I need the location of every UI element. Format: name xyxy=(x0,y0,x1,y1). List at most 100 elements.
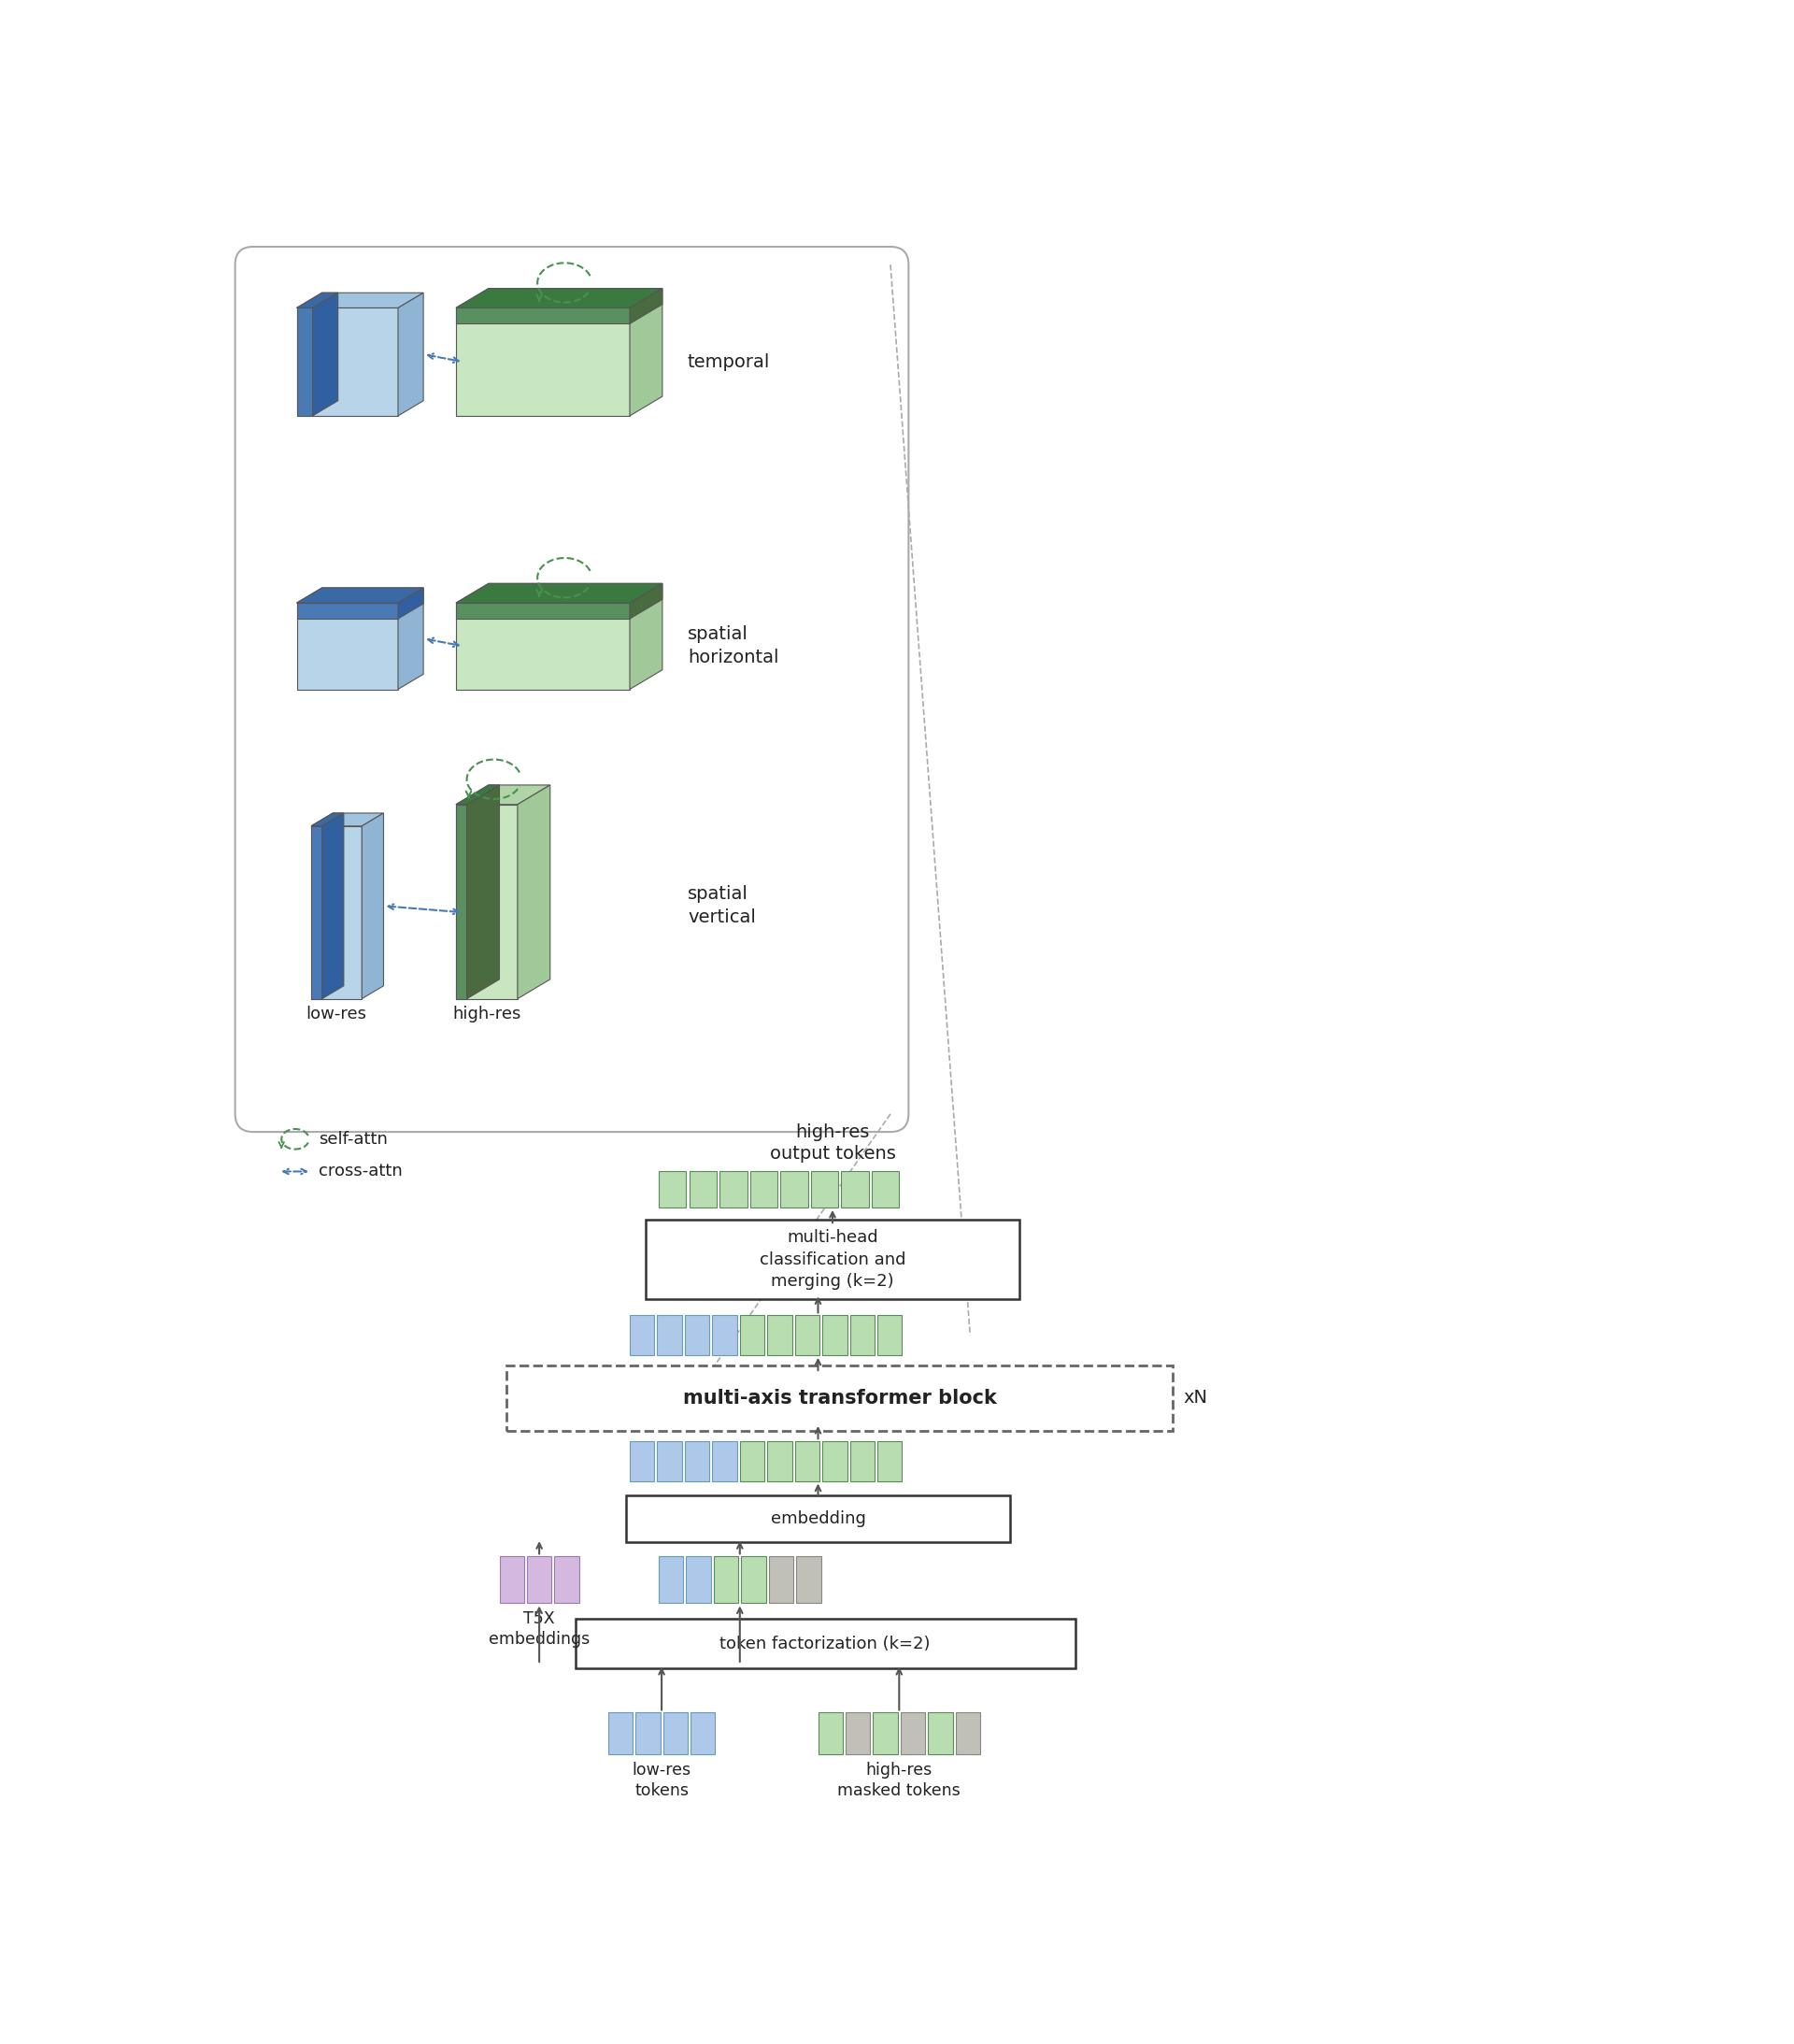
Polygon shape xyxy=(296,309,398,415)
Text: cross-attn: cross-attn xyxy=(318,1163,402,1179)
FancyBboxPatch shape xyxy=(795,1441,820,1482)
Text: token factorization (k=2): token factorization (k=2) xyxy=(719,1635,931,1652)
Text: multi-head
classification and
merging (k=2): multi-head classification and merging (k… xyxy=(759,1228,906,1290)
Polygon shape xyxy=(310,814,344,826)
Polygon shape xyxy=(296,603,398,689)
FancyBboxPatch shape xyxy=(750,1171,777,1208)
FancyBboxPatch shape xyxy=(874,1713,897,1754)
Polygon shape xyxy=(456,583,662,603)
Polygon shape xyxy=(321,814,344,1000)
Polygon shape xyxy=(456,288,662,309)
Polygon shape xyxy=(630,288,662,415)
Polygon shape xyxy=(312,292,337,415)
Polygon shape xyxy=(296,292,337,309)
Polygon shape xyxy=(296,292,423,309)
Text: T5X
embeddings: T5X embeddings xyxy=(488,1611,590,1647)
FancyBboxPatch shape xyxy=(956,1713,980,1754)
FancyBboxPatch shape xyxy=(626,1496,1010,1541)
Polygon shape xyxy=(456,785,551,805)
FancyBboxPatch shape xyxy=(927,1713,953,1754)
Polygon shape xyxy=(466,785,499,1000)
FancyBboxPatch shape xyxy=(630,1316,655,1355)
FancyBboxPatch shape xyxy=(554,1555,579,1602)
Polygon shape xyxy=(456,805,466,1000)
Polygon shape xyxy=(630,583,662,619)
FancyBboxPatch shape xyxy=(877,1316,902,1355)
FancyBboxPatch shape xyxy=(780,1171,807,1208)
FancyBboxPatch shape xyxy=(714,1555,739,1602)
FancyBboxPatch shape xyxy=(630,1441,655,1482)
FancyBboxPatch shape xyxy=(527,1555,551,1602)
Polygon shape xyxy=(398,589,423,619)
FancyBboxPatch shape xyxy=(658,1555,684,1602)
FancyBboxPatch shape xyxy=(739,1441,764,1482)
Text: high-res
masked tokens: high-res masked tokens xyxy=(838,1762,962,1799)
FancyBboxPatch shape xyxy=(795,1316,820,1355)
Polygon shape xyxy=(456,583,662,603)
Polygon shape xyxy=(456,309,630,323)
Polygon shape xyxy=(310,814,384,826)
Text: xN: xN xyxy=(1184,1390,1207,1406)
FancyBboxPatch shape xyxy=(797,1555,822,1602)
Text: multi-axis transformer block: multi-axis transformer block xyxy=(684,1388,997,1408)
FancyBboxPatch shape xyxy=(768,1441,791,1482)
FancyBboxPatch shape xyxy=(822,1441,847,1482)
FancyBboxPatch shape xyxy=(739,1316,764,1355)
FancyBboxPatch shape xyxy=(768,1316,791,1355)
FancyBboxPatch shape xyxy=(845,1713,870,1754)
FancyBboxPatch shape xyxy=(850,1316,874,1355)
FancyBboxPatch shape xyxy=(811,1171,838,1208)
Polygon shape xyxy=(456,309,630,415)
FancyBboxPatch shape xyxy=(646,1220,1019,1300)
FancyBboxPatch shape xyxy=(901,1713,926,1754)
Polygon shape xyxy=(398,589,423,689)
FancyBboxPatch shape xyxy=(685,1441,709,1482)
Text: high-res
output tokens: high-res output tokens xyxy=(770,1122,895,1163)
FancyBboxPatch shape xyxy=(506,1365,1173,1431)
Polygon shape xyxy=(296,309,312,415)
FancyBboxPatch shape xyxy=(635,1713,660,1754)
Polygon shape xyxy=(517,785,551,1000)
Polygon shape xyxy=(630,583,662,689)
Polygon shape xyxy=(296,589,423,603)
Polygon shape xyxy=(630,288,662,323)
Polygon shape xyxy=(310,826,362,1000)
FancyBboxPatch shape xyxy=(499,1555,524,1602)
FancyBboxPatch shape xyxy=(719,1171,746,1208)
Text: low-res
tokens: low-res tokens xyxy=(631,1762,691,1799)
FancyBboxPatch shape xyxy=(689,1171,716,1208)
FancyBboxPatch shape xyxy=(576,1619,1075,1668)
FancyBboxPatch shape xyxy=(818,1713,843,1754)
Text: temporal: temporal xyxy=(687,354,770,370)
Polygon shape xyxy=(362,814,384,1000)
Text: embedding: embedding xyxy=(770,1511,867,1527)
FancyBboxPatch shape xyxy=(822,1316,847,1355)
Polygon shape xyxy=(398,292,423,415)
FancyBboxPatch shape xyxy=(712,1316,737,1355)
Text: spatial
vertical: spatial vertical xyxy=(687,885,755,926)
Polygon shape xyxy=(456,805,517,1000)
Polygon shape xyxy=(456,603,630,689)
FancyBboxPatch shape xyxy=(872,1171,899,1208)
Polygon shape xyxy=(456,603,630,619)
Polygon shape xyxy=(456,785,499,805)
Polygon shape xyxy=(310,826,321,1000)
Polygon shape xyxy=(456,288,662,309)
FancyBboxPatch shape xyxy=(657,1316,682,1355)
Text: self-attn: self-attn xyxy=(318,1130,388,1147)
FancyBboxPatch shape xyxy=(741,1555,766,1602)
Polygon shape xyxy=(296,589,423,603)
Text: spatial
horizontal: spatial horizontal xyxy=(687,625,779,666)
FancyBboxPatch shape xyxy=(712,1441,737,1482)
Polygon shape xyxy=(296,603,398,619)
FancyBboxPatch shape xyxy=(235,247,908,1132)
FancyBboxPatch shape xyxy=(770,1555,793,1602)
FancyBboxPatch shape xyxy=(877,1441,902,1482)
FancyBboxPatch shape xyxy=(687,1555,710,1602)
FancyBboxPatch shape xyxy=(841,1171,868,1208)
FancyBboxPatch shape xyxy=(850,1441,874,1482)
FancyBboxPatch shape xyxy=(608,1713,633,1754)
Text: low-res: low-res xyxy=(307,1006,366,1022)
FancyBboxPatch shape xyxy=(685,1316,709,1355)
FancyBboxPatch shape xyxy=(664,1713,687,1754)
